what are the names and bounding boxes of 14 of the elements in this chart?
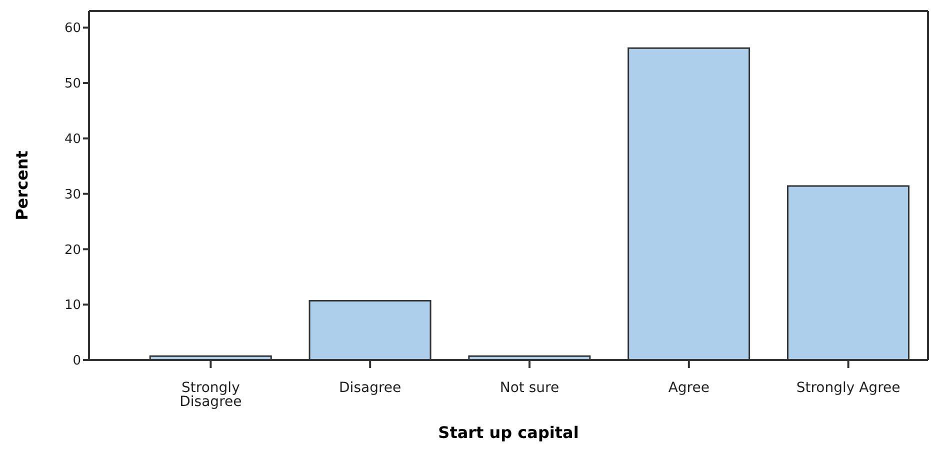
y-tick-label: 30 xyxy=(64,187,81,202)
y-tick-label: 50 xyxy=(64,76,81,92)
x-tick-label: Agree xyxy=(668,380,710,396)
y-axis-title: Percent xyxy=(12,150,32,220)
y-tick-label: 0 xyxy=(72,354,81,369)
x-tick-label: Not sure xyxy=(500,380,560,396)
y-tick-label: 10 xyxy=(64,298,81,314)
y-tick-label: 40 xyxy=(64,132,81,148)
x-tick-label: Strongly Agree xyxy=(796,380,900,396)
x-tick-label: Disagree xyxy=(339,380,402,396)
x-axis-title: Start up capital xyxy=(438,423,579,442)
y-tick-label: 20 xyxy=(64,242,81,258)
x-tick-label: Strongly Disagree xyxy=(180,380,242,410)
y-tick-label: 60 xyxy=(64,21,81,36)
